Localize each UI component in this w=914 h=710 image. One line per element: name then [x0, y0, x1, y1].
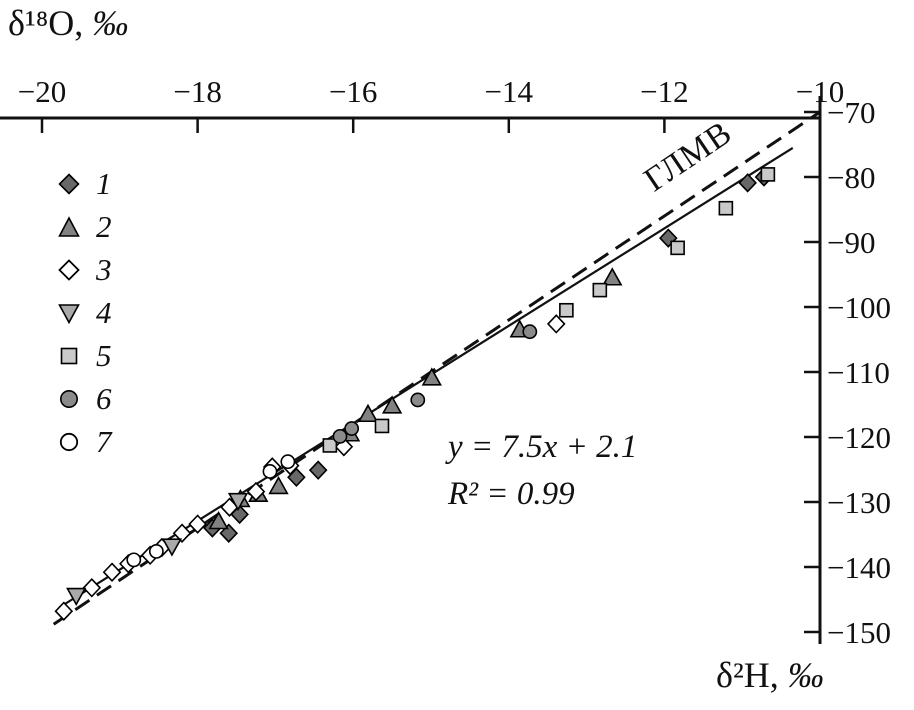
legend-label: 7 — [96, 424, 112, 459]
data-point-series-5 — [670, 240, 685, 256]
data-point-series-5 — [718, 200, 734, 216]
legend-item-2: 2 — [58, 211, 112, 242]
data-point-series-7 — [126, 552, 142, 568]
data-point-series-5 — [760, 167, 776, 182]
legend-label: 6 — [96, 381, 112, 416]
y-axis-title-text: δ²H, — [716, 655, 779, 695]
data-point-series-1 — [738, 173, 757, 193]
legend-label: 5 — [96, 338, 112, 373]
data-point-series-3 — [172, 523, 192, 543]
data-point-series-6 — [522, 324, 538, 340]
triangle-up-icon — [58, 215, 80, 237]
data-point-series-3 — [102, 562, 122, 582]
triangle-down-icon — [58, 303, 80, 324]
data-point-series-1 — [658, 228, 678, 248]
x-axis-permille: ‰ — [92, 3, 129, 43]
data-point-series-7 — [148, 544, 164, 559]
data-point-series-2 — [381, 395, 403, 414]
regression-r-squared: R² = 0.99 — [448, 475, 575, 512]
x-tick-label: −16 — [329, 74, 377, 109]
data-point-series-6 — [332, 428, 348, 444]
data-point-series-4 — [66, 587, 87, 607]
data-point-series-6 — [344, 421, 360, 436]
x-tick-label: −10 — [796, 74, 844, 109]
diamond-filled-icon — [58, 172, 80, 195]
data-point-series-6 — [410, 392, 426, 408]
legend-item-6: 6 — [58, 383, 112, 414]
y-tick-label: −100 — [827, 290, 891, 325]
y-axis-title: δ²H, ‰ — [716, 654, 824, 696]
legend-label: 1 — [96, 166, 112, 201]
data-point-series-2 — [208, 511, 229, 530]
data-point-series-2 — [602, 267, 623, 286]
regression-annotation: y = 7.5x + 2.1 R² = 0.99 — [448, 424, 637, 518]
x-tick-label: −14 — [485, 74, 534, 109]
data-point-series-3 — [188, 514, 207, 534]
gmwl-dashed-line — [52, 111, 820, 626]
data-point-series-4 — [227, 492, 249, 512]
y-tick-label: −90 — [827, 225, 875, 260]
data-point-series-7 — [280, 454, 296, 470]
y-tick-label: −70 — [827, 95, 875, 130]
data-point-series-4 — [161, 538, 183, 557]
data-point-series-1 — [308, 460, 328, 480]
y-axis-permille: ‰ — [787, 655, 824, 695]
y-tick-label: −130 — [827, 485, 891, 520]
x-tick-label: −12 — [640, 74, 688, 109]
y-tick-label: −110 — [827, 355, 890, 390]
data-point-series-2 — [268, 475, 289, 495]
regression-equation: y = 7.5x + 2.1 — [448, 429, 638, 465]
circle-filled-icon — [60, 389, 78, 408]
data-point-series-3 — [54, 601, 74, 621]
circle-open-icon — [59, 432, 79, 451]
data-point-series-5 — [374, 418, 390, 434]
square-filled-icon — [60, 347, 78, 364]
legend: 1 2 3 4 5 — [58, 168, 112, 457]
legend-item-1: 1 — [58, 168, 112, 199]
legend-label: 2 — [96, 209, 112, 244]
data-point-series-5 — [322, 438, 338, 453]
data-point-series-1 — [219, 523, 239, 543]
legend-label: 4 — [96, 295, 112, 330]
data-point-series-3 — [82, 578, 102, 598]
data-point-series-3 — [546, 314, 566, 334]
y-tick-label: −150 — [827, 615, 891, 650]
x-tick-label: −18 — [173, 74, 221, 109]
data-point-series-2 — [357, 403, 379, 423]
legend-item-7: 7 — [58, 426, 112, 457]
legend-item-4: 4 — [58, 297, 112, 328]
y-tick-label: −140 — [827, 550, 891, 585]
legend-item-3: 3 — [58, 254, 112, 285]
data-point-series-5 — [559, 302, 574, 318]
x-axis-title: δ¹⁸O, ‰ — [8, 2, 128, 44]
y-tick-label: −80 — [827, 160, 875, 195]
x-tick-label: −20 — [18, 74, 66, 109]
legend-label: 3 — [96, 252, 112, 287]
data-point-series-2 — [421, 367, 442, 386]
diamond-open-icon — [58, 258, 80, 281]
x-axis-title-text: δ¹⁸O, — [8, 3, 84, 43]
data-point-series-3 — [246, 481, 266, 502]
data-point-series-7 — [262, 464, 278, 479]
y-tick-label: −120 — [827, 420, 891, 455]
data-point-series-5 — [592, 282, 608, 298]
legend-item-5: 5 — [58, 340, 112, 371]
